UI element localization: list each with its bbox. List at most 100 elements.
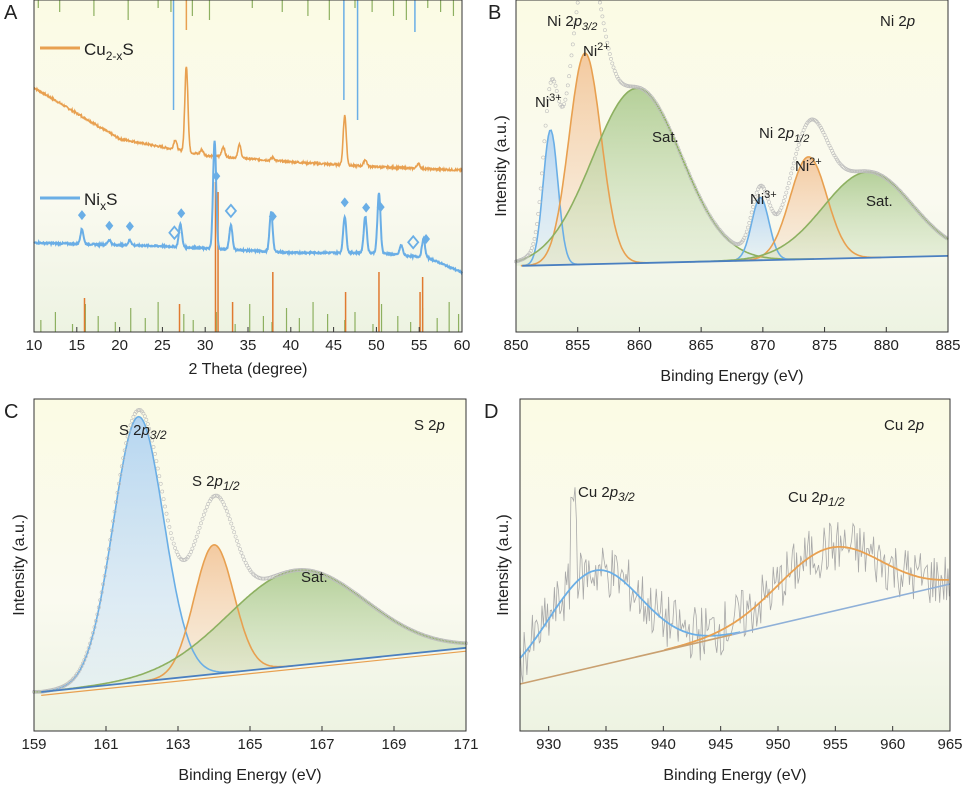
raw-data-point [530,246,534,250]
raw-data-point [895,186,900,191]
raw-data-point [751,205,755,209]
panel-d-background-line [519,583,951,685]
raw-data-point [537,200,542,205]
background-line-left [519,633,733,685]
raw-data-point [627,84,632,89]
raw-data-point [793,156,797,161]
x-tick-label: 55 [411,337,428,354]
raw-data-point [89,636,94,641]
panel-d-y-axis-label: Intensity (a.u.) [495,514,512,615]
x-tick-label: 885 [935,337,960,354]
raw-data-point [160,489,165,494]
raw-data-point [237,547,242,551]
raw-data-point [540,171,544,176]
raw-data-point [833,155,838,160]
x-tick-label: 15 [68,337,85,354]
x-tick-label: 45 [325,337,342,354]
filled-diamond-marker [125,221,134,232]
raw-data-point [86,646,91,651]
raw-data-point [575,0,580,5]
panel-a-peak-markers [77,171,431,250]
raw-data-point [853,169,858,174]
component-line-orange [520,52,650,267]
raw-data-point [859,169,864,174]
raw-data-point [926,220,931,225]
raw-data-point [115,490,120,495]
component-fill-green [516,88,815,266]
x-tick-label: 171 [453,736,478,753]
x-tick-label: 875 [812,337,837,354]
raw-data-point [128,423,133,428]
x-tick-label: 855 [565,337,590,354]
raw-data-point [598,0,602,5]
raw-data-point [107,547,111,552]
raw-data-point [230,525,235,530]
raw-data-point [542,139,547,144]
raw-data-point [524,255,528,260]
filled-diamond-marker [362,202,371,213]
raw-data-point [536,211,541,216]
raw-data-point [854,169,859,174]
raw-data-point [563,97,568,102]
raw-data-point [786,181,791,186]
raw-data-point [122,448,127,453]
raw-data-point [704,207,709,212]
component-line-blue [520,129,580,267]
raw-data-point [226,513,231,518]
x-tick-label: 955 [823,736,848,753]
raw-data-point [223,505,228,510]
raw-data-point [554,89,559,93]
open-diamond-marker [168,225,181,241]
x-tick-label: 860 [627,337,652,354]
raw-data-point [754,190,759,195]
component-fill-blue [520,130,580,266]
panel-c-letter: C [4,401,18,423]
panel-d-frame [519,398,951,732]
raw-data-point [289,569,294,573]
x-tick-label: 163 [165,736,190,753]
raw-data-point [119,464,124,469]
raw-data-point [541,155,546,160]
raw-data-point [810,117,815,122]
raw-data-point [83,654,88,659]
panel-b-title: Ni 2p [880,13,915,30]
raw-data-point [204,505,209,510]
annotation-ni2-plus-b: Ni2+ [795,156,822,175]
raw-data-point [79,664,84,669]
annotation-ni2-plus-a: Ni2+ [583,41,610,60]
raw-data-point [173,546,178,550]
raw-data-point [121,456,126,461]
raw-data-point [798,138,802,143]
component-fill-orange [520,53,650,266]
raw-data-point [735,242,739,247]
raw-data-point [726,237,731,242]
raw-data-point [229,521,234,526]
x-tick-label: 10 [26,337,43,354]
raw-data-point [545,109,549,114]
raw-data-point [612,69,617,73]
raw-data-point [653,100,658,105]
x-tick-label: 865 [689,337,714,354]
raw-data-point [791,161,796,166]
raw-data-point [705,209,710,214]
raw-data-point [572,31,576,36]
filled-diamond-marker [268,211,277,222]
raw-data-point [570,42,575,47]
panel-c-title: S 2p [414,417,445,434]
filled-diamond-marker [77,210,86,221]
annotation-ni3-plus-b: Ni3+ [750,189,777,208]
panel-c: 159 161 163 165 167 169 171 C S 2p Intensity (… [4,398,479,784]
raw-data-point [95,612,100,617]
component-fill-blue [37,416,240,692]
raw-data-point [609,57,613,61]
panel-a-x-axis-label: 2 Theta (degree) [189,361,308,378]
raw-data-point [154,459,159,464]
raw-data-point [203,508,208,513]
raw-data-point [36,689,41,694]
raw-data-point [569,53,574,58]
raw-data-point [605,40,610,45]
raw-data-point [81,661,85,666]
filled-diamond-marker [105,220,114,231]
annotation-ni-2p3-2: Ni 2p3/2 [547,13,597,33]
